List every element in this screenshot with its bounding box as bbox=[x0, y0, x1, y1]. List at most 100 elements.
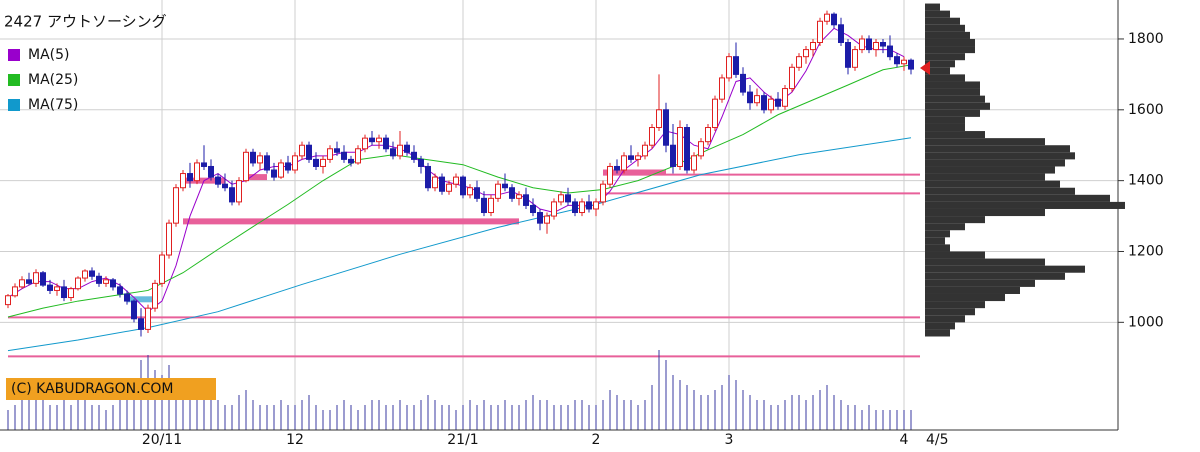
candle-body bbox=[285, 162, 291, 171]
candle-body bbox=[61, 286, 67, 299]
candle-body bbox=[341, 151, 347, 160]
candle-body bbox=[551, 201, 557, 217]
profile-bar bbox=[925, 216, 985, 224]
candle-body bbox=[292, 155, 298, 171]
zone-bar bbox=[246, 174, 267, 181]
profile-bar bbox=[925, 258, 1045, 266]
candle-body bbox=[96, 275, 102, 284]
profile-bar bbox=[925, 208, 1045, 217]
candle-body bbox=[579, 201, 585, 214]
profile-bar bbox=[925, 88, 980, 96]
profile-bar bbox=[925, 31, 970, 39]
candle-body bbox=[838, 24, 844, 44]
candle-body bbox=[796, 56, 802, 68]
profile-bar bbox=[925, 102, 990, 110]
candle-body bbox=[82, 270, 88, 279]
candle-body bbox=[586, 201, 592, 210]
candle-body bbox=[327, 148, 333, 160]
candle-body bbox=[187, 173, 193, 182]
candle-body bbox=[782, 88, 788, 107]
y-tick-label: 1000 bbox=[1128, 314, 1164, 330]
candle-body bbox=[26, 279, 32, 284]
zone-bar bbox=[603, 169, 666, 176]
candle-body bbox=[348, 158, 354, 164]
candle-body bbox=[117, 286, 123, 295]
candle-body bbox=[817, 20, 823, 44]
candle-body bbox=[684, 127, 690, 171]
profile-bar bbox=[925, 315, 965, 323]
profile-bar bbox=[925, 180, 1060, 188]
candle-body bbox=[761, 95, 767, 111]
profile-bar bbox=[925, 301, 985, 309]
last-price-marker bbox=[920, 61, 930, 76]
x-tick-label: 2 bbox=[592, 432, 601, 448]
candle-body bbox=[467, 187, 473, 196]
candle-body bbox=[572, 201, 578, 214]
profile-bar bbox=[925, 123, 965, 132]
profile-bar bbox=[925, 201, 1125, 209]
candle-body bbox=[173, 187, 179, 224]
candle-body bbox=[145, 307, 151, 330]
ma-line bbox=[7, 137, 912, 352]
profile-bar bbox=[925, 67, 950, 75]
candle-body bbox=[264, 155, 270, 171]
legend-swatch bbox=[8, 99, 20, 111]
candle-body bbox=[663, 109, 669, 146]
candle-body bbox=[628, 155, 634, 160]
candle-body bbox=[488, 197, 494, 214]
candle-body bbox=[453, 176, 459, 185]
candle-body bbox=[5, 295, 11, 306]
chart-title: 2427 アウトソーシング bbox=[4, 13, 167, 31]
candle-body bbox=[901, 59, 907, 65]
candle-body bbox=[726, 56, 732, 79]
candle-body bbox=[495, 183, 501, 199]
candle-body bbox=[642, 144, 648, 157]
candle-body bbox=[852, 49, 858, 68]
candle-body bbox=[831, 13, 837, 26]
profile-bar bbox=[925, 81, 980, 89]
legend-swatch bbox=[8, 49, 20, 61]
candle-body bbox=[355, 148, 361, 164]
candle-body bbox=[691, 155, 697, 171]
candle-body bbox=[250, 151, 256, 164]
candle-body bbox=[103, 279, 109, 284]
x-tick-label: 3 bbox=[725, 432, 734, 448]
candle-body bbox=[768, 98, 774, 111]
candle-body bbox=[516, 194, 522, 199]
candle-body bbox=[523, 194, 529, 206]
candle-body bbox=[152, 282, 158, 309]
candle-body bbox=[159, 254, 165, 284]
profile-bar bbox=[925, 116, 965, 124]
candle-body bbox=[621, 155, 627, 171]
profile-bar bbox=[925, 10, 950, 18]
x-tick-label: 20/11 bbox=[142, 432, 182, 448]
candle-body bbox=[19, 279, 25, 288]
candle-body bbox=[369, 137, 375, 143]
legend-label: MA(5) bbox=[28, 47, 70, 63]
candle-body bbox=[33, 272, 39, 284]
copyright: (C) KABUDRAGON.COM bbox=[11, 381, 173, 397]
profile-bar bbox=[925, 265, 1085, 273]
candle-body bbox=[866, 38, 872, 51]
candle-body bbox=[789, 66, 795, 90]
candle-body bbox=[670, 144, 676, 167]
last-date: 4/5 bbox=[926, 432, 949, 448]
candle-body bbox=[754, 95, 760, 104]
x-tick-label: 21/1 bbox=[447, 432, 478, 448]
candle-body bbox=[376, 137, 382, 143]
candle-body bbox=[166, 222, 172, 256]
y-tick-label: 1600 bbox=[1128, 102, 1164, 118]
profile-bar bbox=[925, 159, 1065, 167]
profile-bar bbox=[925, 279, 1035, 287]
profile-bar bbox=[925, 138, 1045, 146]
candle-body bbox=[803, 49, 809, 58]
profile-bar bbox=[925, 187, 1075, 195]
candle-body bbox=[411, 151, 417, 160]
candle-body bbox=[54, 286, 60, 291]
profile-bar bbox=[925, 293, 1005, 302]
candle-body bbox=[229, 187, 235, 203]
profile-bar bbox=[925, 24, 965, 32]
candle-body bbox=[593, 201, 599, 210]
